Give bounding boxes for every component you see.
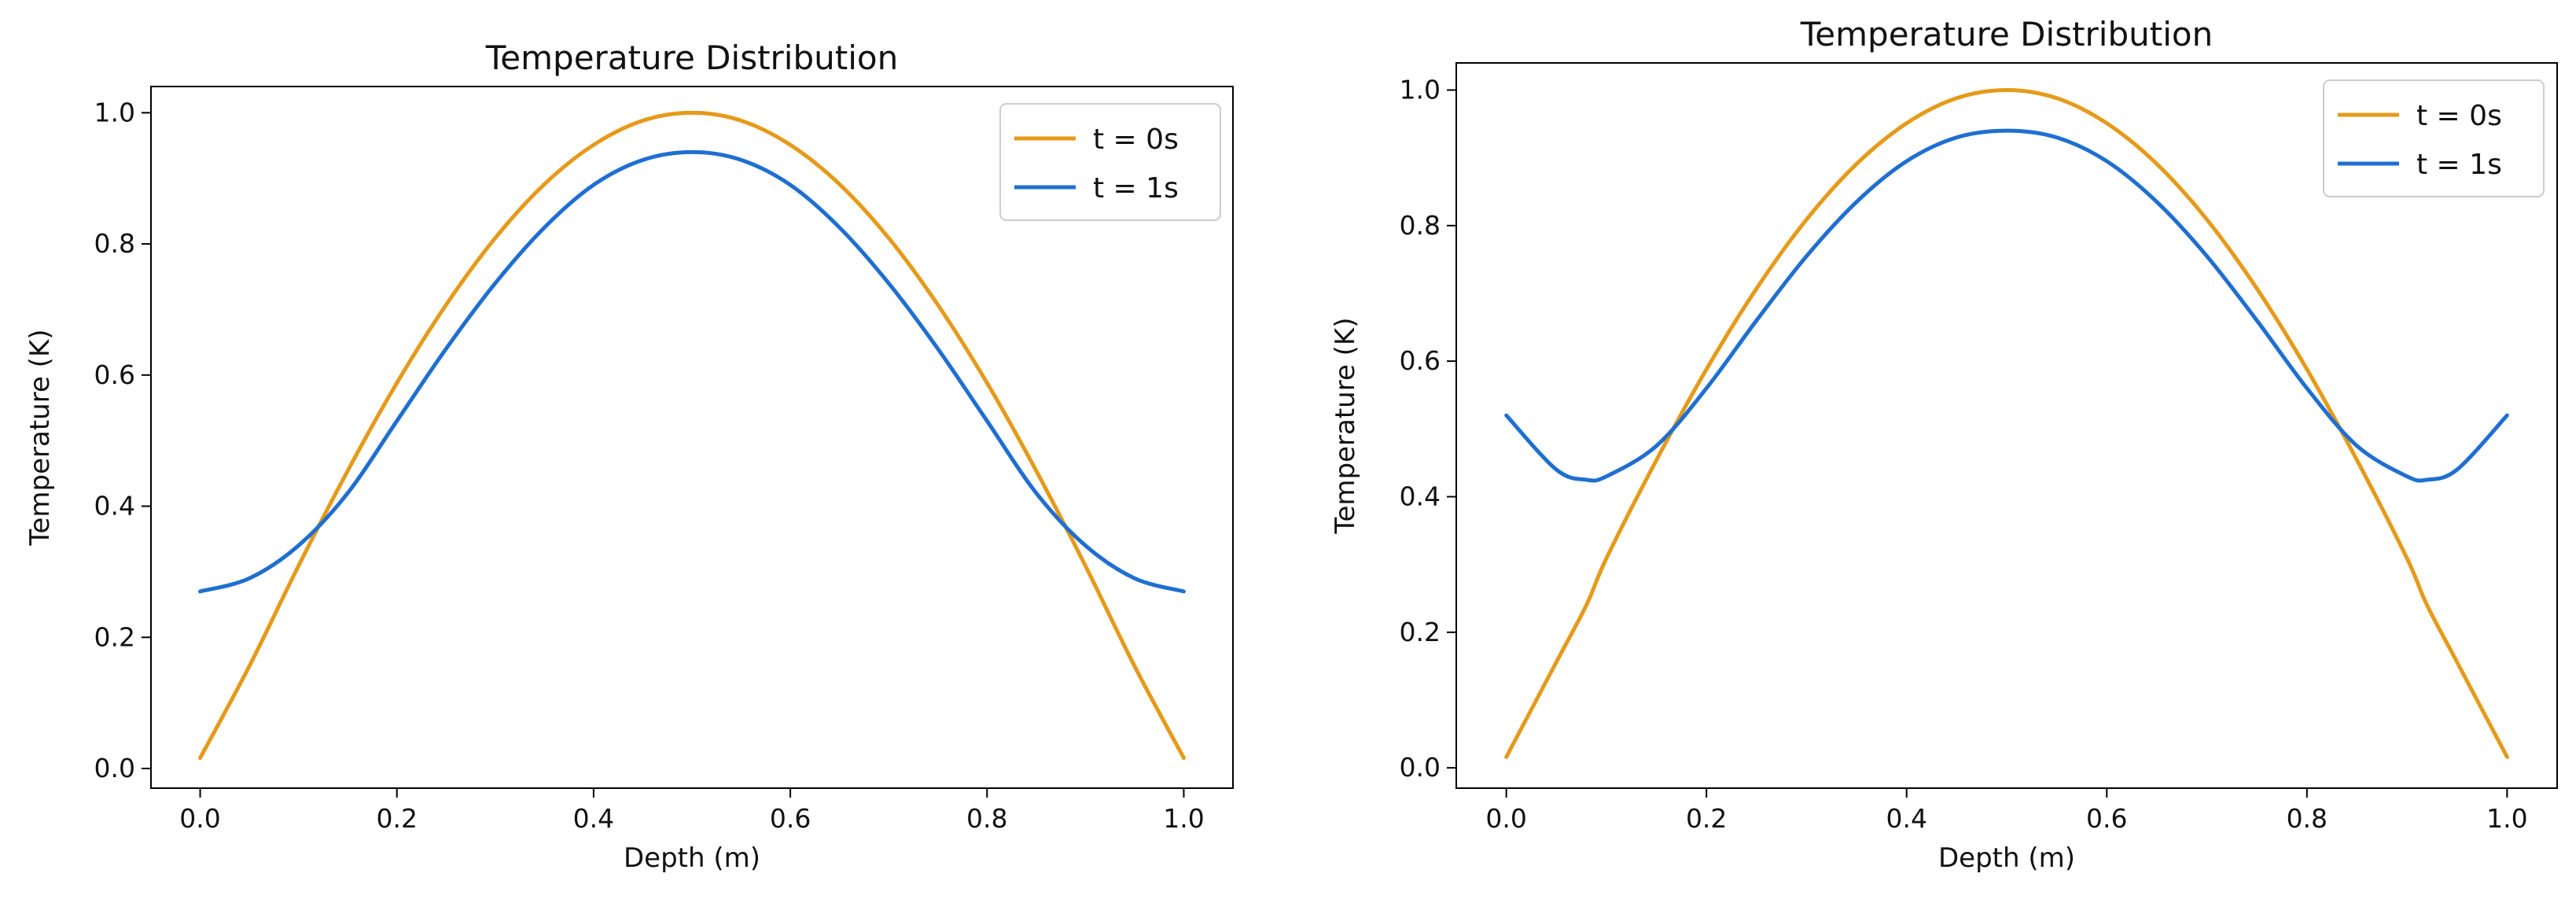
- legend-label: t = 1s: [1093, 172, 1179, 205]
- x-tick-label: 0.2: [1686, 803, 1727, 834]
- y-tick-label: 1.0: [94, 97, 135, 127]
- chart-title: Temperature Distribution: [485, 39, 898, 77]
- y-tick-label: 0.2: [94, 621, 135, 652]
- x-tick-label: 0.8: [2287, 803, 2328, 834]
- legend-label: t = 1s: [2416, 149, 2502, 181]
- y-tick-label: 0.4: [94, 491, 135, 522]
- y-tick-label: 0.0: [94, 753, 135, 783]
- x-tick-label: 0.4: [573, 803, 614, 834]
- x-tick-label: 0.6: [2086, 803, 2127, 834]
- legend-box: [2323, 79, 2545, 197]
- x-tick-label: 0.4: [1886, 803, 1926, 834]
- y-axis-label: Temperature (K): [24, 329, 56, 546]
- chart-title: Temperature Distribution: [1800, 15, 2213, 53]
- x-axis-label: Depth (m): [624, 842, 760, 874]
- x-tick-label: 0.0: [1485, 803, 1526, 834]
- axes-frame: [150, 86, 1234, 789]
- y-tick-label: 0.8: [94, 228, 135, 259]
- series-line-t0: [198, 110, 1186, 761]
- legend-label: t = 0s: [2416, 100, 2502, 132]
- y-tick-label: 0.4: [1400, 481, 1441, 511]
- y-tick-label: 0.6: [94, 359, 135, 390]
- legend: t = 0s t = 1s: [999, 103, 1221, 221]
- series-line-t1: [1504, 128, 2509, 483]
- legend-label: t = 0s: [1093, 123, 1179, 156]
- chart-panel-1: Temperature Distribution 0.0 0.2 0.4 0.6 0.8 1…: [24, 39, 1234, 874]
- axes-frame: [1455, 62, 2558, 789]
- y-axis-label: Temperature (K): [1330, 317, 1361, 534]
- x-tick-label: 1.0: [1163, 803, 1204, 834]
- series-line-t0: [1504, 87, 2509, 759]
- x-axis-label: Depth (m): [1938, 842, 2075, 874]
- legend: t = 0s t = 1s: [2323, 79, 2545, 197]
- y-tick-label: 0.0: [1400, 752, 1441, 783]
- x-tick-label: 0.0: [179, 803, 220, 834]
- y-tick-label: 1.0: [1400, 74, 1441, 105]
- legend-box: [999, 103, 1221, 221]
- chart-panel-2: Temperature Distribution 0.0 0.2 0.4 0.6 0.8 1…: [1330, 15, 2558, 874]
- x-tick-label: 0.6: [770, 803, 811, 834]
- y-tick-label: 0.8: [1400, 210, 1441, 241]
- x-tick-label: 0.2: [376, 803, 417, 834]
- x-tick-label: 0.8: [966, 803, 1007, 834]
- y-tick-label: 0.6: [1400, 345, 1441, 376]
- y-tick-label: 0.2: [1400, 617, 1441, 647]
- series-line-t1: [198, 149, 1186, 594]
- x-tick-label: 1.0: [2486, 803, 2527, 834]
